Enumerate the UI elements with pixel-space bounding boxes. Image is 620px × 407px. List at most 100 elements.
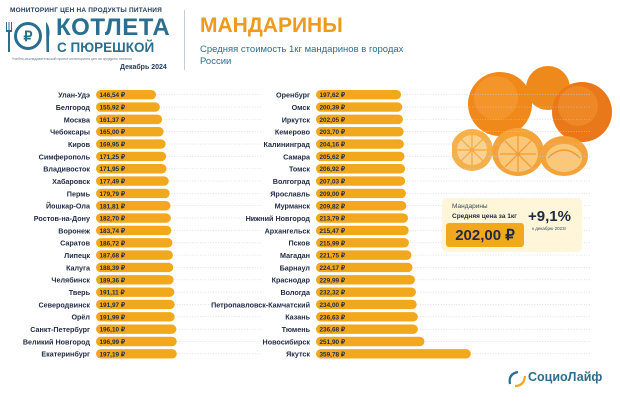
- price-change-value: +9,1%: [528, 208, 571, 225]
- price-bar: [96, 201, 171, 211]
- price-value-label: 177,49 ₽: [100, 179, 125, 186]
- price-value-label: 207,03 ₽: [320, 179, 345, 186]
- price-value-label: 155,92 ₽: [100, 105, 125, 112]
- city-label: Воронеж: [58, 226, 91, 235]
- price-value-label: 188,39 ₽: [100, 265, 125, 272]
- price-value-label: 197,19 ₽: [100, 351, 125, 358]
- city-label: Киров: [68, 140, 91, 149]
- city-label: Оренбург: [276, 91, 310, 100]
- city-label: Симферополь: [39, 152, 91, 161]
- average-price-badge: 202,00 ₽: [446, 223, 524, 247]
- city-label: Новосибирск: [263, 337, 311, 346]
- price-bar: [96, 102, 160, 112]
- price-bar: [316, 213, 409, 223]
- price-bar: [96, 287, 175, 297]
- ruble-logo-icon: ₽: [14, 22, 42, 50]
- price-value-label: 187,68 ₽: [100, 253, 125, 260]
- price-bar: [316, 127, 404, 137]
- price-bar: [96, 225, 172, 236]
- product-title: МАНДАРИНЫ: [200, 14, 343, 37]
- price-value-label: 171,25 ₽: [100, 154, 125, 161]
- city-label: Петропавловск-Камчатский: [211, 300, 310, 309]
- city-label: Краснодар: [272, 276, 311, 285]
- city-label: Великий Новгород: [23, 337, 91, 346]
- price-bar: [316, 250, 412, 260]
- city-label: Улан-Удэ: [58, 91, 90, 100]
- price-value-label: 189,36 ₽: [100, 277, 125, 284]
- city-label: Челябинск: [51, 276, 90, 285]
- city-label: Саратов: [60, 239, 90, 248]
- price-value-label: 203,70 ₽: [320, 129, 345, 136]
- city-label: Ростов-на-Дону: [34, 214, 90, 223]
- price-bar: [316, 349, 471, 359]
- city-label: Иркутск: [282, 115, 311, 124]
- city-label: Мурманск: [275, 202, 311, 211]
- city-label: Москва: [64, 115, 91, 124]
- city-label: Кемерово: [275, 128, 311, 137]
- city-label: Омск: [292, 103, 311, 112]
- price-value-label: 251,90 ₽: [320, 339, 345, 346]
- price-value-label: 232,32 ₽: [320, 290, 345, 297]
- price-value-label: 209,00 ₽: [320, 191, 345, 198]
- city-label: Орёл: [71, 313, 90, 322]
- price-bar: [316, 336, 425, 347]
- city-label: Нижний Новгород: [246, 214, 311, 223]
- price-value-label: 182,70 ₽: [100, 216, 125, 223]
- price-bar: [316, 151, 405, 162]
- sociolife-icon: [508, 370, 527, 388]
- city-label: Псков: [289, 239, 311, 248]
- city-label: Якутск: [286, 350, 310, 359]
- city-label: Калуга: [66, 263, 91, 272]
- price-bar: [316, 262, 413, 273]
- city-label: Калининград: [263, 140, 310, 149]
- price-value-label: 165,00 ₽: [100, 129, 125, 136]
- price-bar: [316, 312, 418, 322]
- city-label: Санкт-Петербург: [30, 325, 90, 334]
- sociolife-text: СоциоЛайф: [528, 370, 603, 384]
- price-value-label: 171,95 ₽: [100, 166, 125, 173]
- price-bar: [316, 90, 402, 100]
- price-bar: [96, 151, 167, 162]
- price-bar: [316, 139, 404, 149]
- price-value-label: 200,39 ₽: [320, 105, 345, 112]
- price-bar: [96, 275, 174, 285]
- info-price-label: Средняя цена за 1кг: [452, 213, 517, 220]
- price-value-label: 206,92 ₽: [320, 166, 345, 173]
- price-value-label: 191,99 ₽: [100, 314, 125, 321]
- average-price-value: 202,00 ₽: [455, 227, 515, 244]
- price-value-label: 186,72 ₽: [100, 240, 125, 247]
- price-bar: [96, 299, 175, 310]
- price-value-label: 183,74 ₽: [100, 228, 125, 235]
- price-value-label: 191,97 ₽: [100, 302, 125, 309]
- price-bar: [316, 299, 417, 310]
- price-value-label: 181,81 ₽: [100, 203, 125, 210]
- price-bar: [96, 238, 173, 248]
- price-bar: [316, 275, 415, 285]
- city-label: Белгород: [56, 103, 91, 112]
- price-value-label: 169,95 ₽: [100, 142, 125, 149]
- price-bar: [96, 164, 167, 174]
- price-bar: [96, 349, 177, 359]
- price-bar: [316, 164, 406, 174]
- price-bar: [96, 90, 157, 100]
- price-value-label: 197,62 ₽: [320, 92, 345, 99]
- price-value-label: 205,62 ₽: [320, 154, 345, 161]
- price-change-note: к декабрю 2023г: [532, 226, 567, 231]
- mandarins-illustration: [452, 66, 612, 176]
- price-value-label: 229,99 ₽: [320, 277, 345, 284]
- city-label: Тюмень: [282, 325, 311, 334]
- city-label: Пермь: [67, 189, 91, 198]
- price-bar: [96, 324, 177, 334]
- price-bar: [96, 176, 169, 186]
- price-value-label: 236,68 ₽: [320, 327, 345, 334]
- price-value-label: 221,75 ₽: [320, 253, 345, 260]
- price-value-label: 224,17 ₽: [320, 265, 345, 272]
- price-value-label: 196,10 ₽: [100, 327, 125, 334]
- header-divider: [184, 10, 185, 70]
- report-date: Декабрь 2024: [120, 64, 167, 71]
- price-value-label: 196,99 ₽: [100, 339, 125, 346]
- price-value-label: 215,99 ₽: [320, 240, 345, 247]
- info-product-label: Мандарины: [452, 203, 488, 210]
- price-bar: [96, 250, 173, 260]
